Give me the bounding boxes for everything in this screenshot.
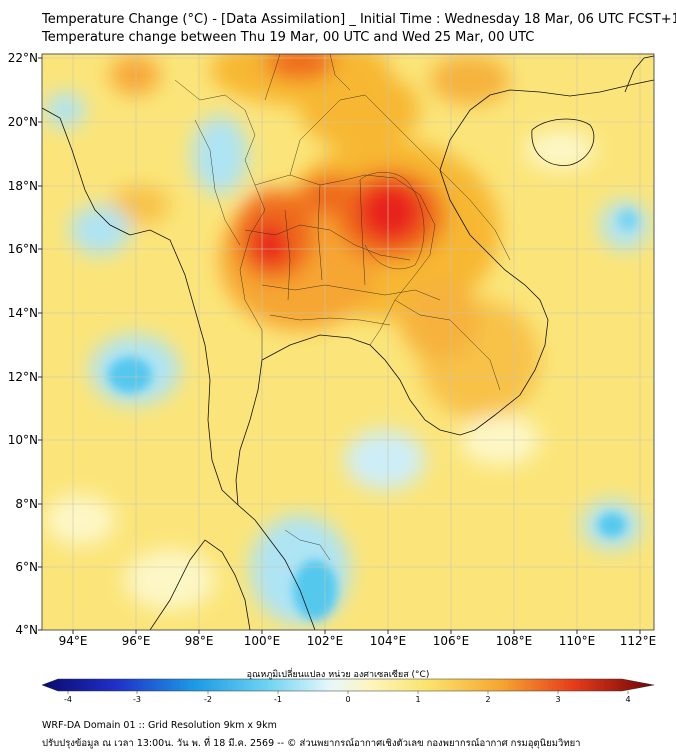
lon-label: 102°E: [307, 634, 344, 648]
colorbar-tick: 1: [415, 695, 420, 704]
map-frame: [41, 53, 655, 631]
max-warming-core: [358, 182, 422, 242]
lat-label: 12°N: [8, 370, 38, 384]
lon-label: 104°E: [370, 634, 407, 648]
lon-label: 100°E: [244, 634, 281, 648]
lon-label: 108°E: [496, 634, 533, 648]
colorbar-tick: 2: [485, 695, 490, 704]
lon-label: 94°E: [59, 634, 88, 648]
colorbar: -4 -3 -2 -1 0 1 2 3 4: [41, 678, 655, 704]
lat-label: 10°N: [8, 433, 38, 447]
colorbar-tick: 0: [345, 695, 350, 704]
axis-ticks: [38, 57, 641, 634]
lat-label: 16°N: [8, 242, 38, 256]
footer-model-info: WRF-DA Domain 01 :: Grid Resolution 9km …: [42, 720, 277, 731]
colorbar-tick: -1: [274, 695, 282, 704]
title-line-2: Temperature change between Thu 19 Mar, 0…: [42, 30, 535, 45]
title-line-1: Temperature Change (°C) - [Data Assimila…: [42, 12, 676, 27]
lon-label: 96°E: [122, 634, 151, 648]
footer-credit: ปรับปรุงข้อมูล ณ เวลา 13:00น. วัน พ. ที่…: [42, 738, 581, 749]
cool-area-myanmar: [192, 115, 248, 195]
colorbar-tick: 4: [625, 695, 630, 704]
lat-label: 22°N: [8, 51, 38, 65]
colorbar-tick: -2: [204, 695, 212, 704]
colorbar-tick: 3: [555, 695, 560, 704]
lat-label: 6°N: [15, 560, 38, 574]
lon-label: 106°E: [433, 634, 470, 648]
lon-label: 98°E: [185, 634, 214, 648]
lat-label: 18°N: [8, 179, 38, 193]
lon-label: 110°E: [559, 634, 596, 648]
colorbar-tick: -4: [64, 695, 72, 704]
hainan-island: [531, 118, 595, 166]
lat-label: 8°N: [15, 497, 38, 511]
lat-label: 20°N: [8, 115, 38, 129]
admin-borders: [174, 54, 511, 561]
lat-label: 14°N: [8, 306, 38, 320]
colorbar-label: อุณหภูมิเปลี่ยนแปลง หน่วย องศาเซลเซียส (…: [246, 670, 430, 680]
lat-label: 4°N: [15, 623, 38, 637]
coastlines: [42, 55, 654, 630]
colorbar-tick: -3: [133, 695, 141, 704]
lon-label: 112°E: [620, 634, 657, 648]
graticule: [42, 54, 654, 630]
